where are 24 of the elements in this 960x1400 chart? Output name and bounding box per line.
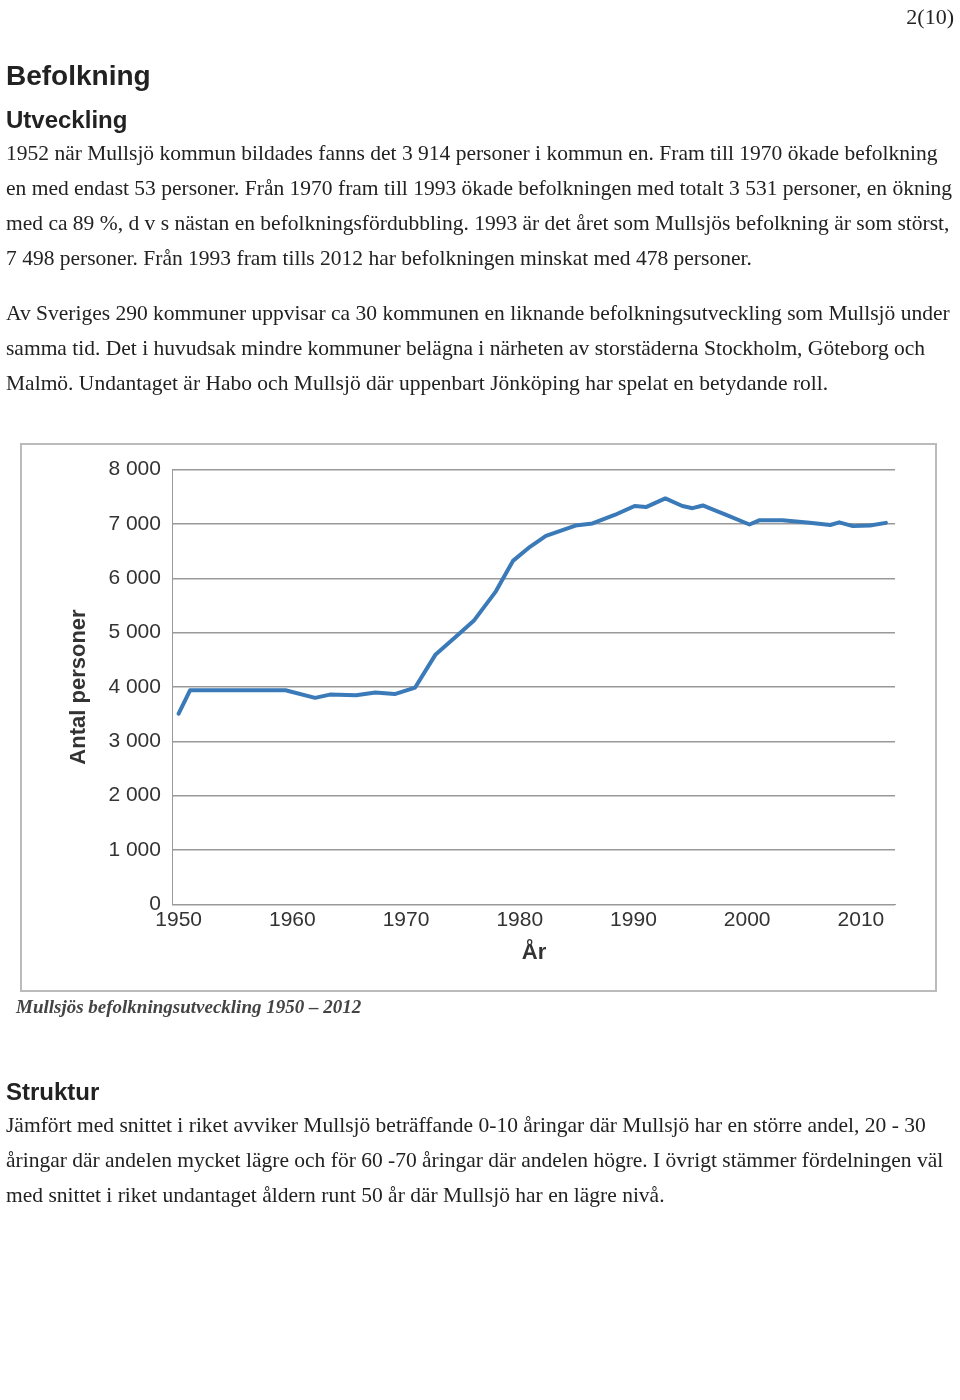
text: Mullsjös befolkningsutveckling 1950 – 2012 [16, 996, 363, 1018]
text: Struktur [6, 1078, 101, 1106]
x-tick-label: 1990 [610, 906, 657, 930]
x-tick-label: 1970 [382, 906, 430, 930]
y-tick-label: 8 000 [108, 456, 161, 480]
text: Av Sveriges 290 kommuner uppvisar ca 30 kommunen en liknande befolkningsutveckling som Mullsjö under samma tid. Det i huvudsak mindre kommuner belägna i närheten av storstäderna Stockholm, Göteborg och Malmö. Undantaget är Habo och Mullsjö där uppenbart Jönköping har spelat en betydande roll. [6, 300, 951, 397]
y-tick-label: 4 000 [108, 673, 161, 697]
x-tick-label: 1960 [268, 906, 316, 930]
x-axis-title: År [521, 937, 547, 964]
x-tick-label: 1980 [496, 906, 544, 930]
y-tick-label: 6 000 [108, 565, 161, 589]
text: 2(10) [905, 3, 955, 30]
y-tick-label: 5 000 [108, 619, 161, 643]
x-tick-label: 2010 [837, 906, 885, 930]
y-tick-label: 7 000 [108, 510, 161, 534]
text: Utveckling [6, 106, 129, 134]
chart-title: Befolkning [6, 60, 152, 92]
y-tick-label: 3 000 [108, 728, 161, 752]
text: Jämfört med snittet i riket avviker Mullsjö beträffande 0-10 åringar där Mullsjö har en större andel, 20 - 30 åringar där andelen mycket lägre och för 60 -70 åringar där andelen högre. I övrigt stämmer fördelningen väl med snittet i riket undantaget åldern runt 50 år där Mullsjö har en lägre nivå. [6, 1112, 945, 1209]
y-axis-title: Antal personer [65, 608, 91, 765]
y-tick-label: 1 000 [108, 836, 161, 860]
text: 1952 när Mullsjö kommun bildades fanns det 3 914 personer i kommun en. Fram till 1970 ökade befolkning en med endast 53 personer. Från 1970 fram till 1993 ökade befolkningen med totalt 3 531 personer, en ökning med ca 89 %, d v s nästan en befolkningsfördubbling. 1993 är det året som Mullsjös befolkning är som störst, 7 498 personer. Från 1993 fram tills 2012 har befolkningen minskat med 478 personer. [6, 140, 954, 272]
y-tick-label: 2 000 [108, 782, 161, 806]
x-tick-label: 2000 [723, 906, 771, 930]
